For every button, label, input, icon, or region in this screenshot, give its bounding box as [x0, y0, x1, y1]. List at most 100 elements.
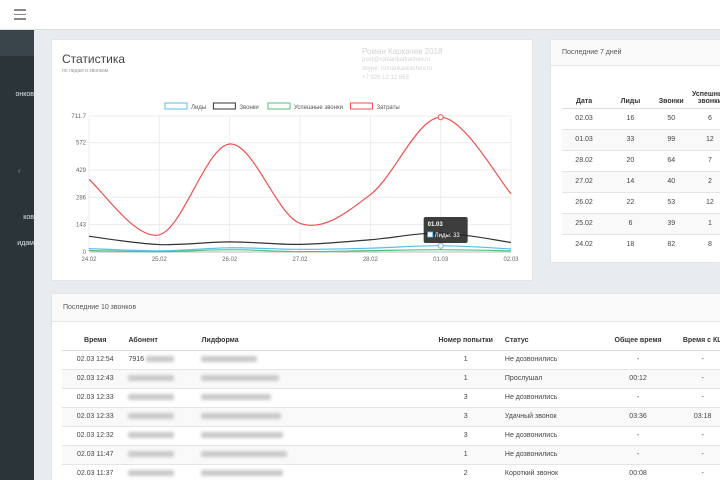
table-row: 02.03 11:37 2 Короткий звонок 00:08- [62, 463, 720, 480]
call-subscriber: 7916 [128, 349, 202, 369]
data-point [510, 241, 512, 243]
y-tick-label: 711.7 [71, 114, 86, 120]
call-attempt: 1 [426, 444, 505, 464]
call-time: 02.03 11:47 [62, 444, 129, 464]
page-title: Статистика [62, 52, 126, 66]
table-cell: 22 [606, 191, 655, 213]
table-row: 01.03 33 99 12 [562, 128, 720, 150]
call-time: 02.03 12:32 [62, 425, 129, 445]
week-table-header: ДатаЛидыЗвонкиУспешные звонки [562, 78, 720, 109]
table-cell: 27.02 [562, 170, 607, 192]
tooltip-swatch [427, 231, 434, 238]
legend-label-2[interactable]: Успешные звонки [294, 105, 343, 111]
call-attempt: 3 [426, 387, 505, 407]
table-row: 02.03 12:43 1 Прослушал 00:12- [62, 368, 720, 388]
table-cell: 16 [606, 107, 655, 129]
call-subscriber [128, 406, 202, 426]
highlight-point [437, 242, 444, 249]
legend-swatch-0 [164, 102, 188, 110]
table-cell: 8 [687, 233, 720, 255]
data-point [228, 143, 230, 145]
call-attempt: 3 [426, 425, 505, 445]
call-total-time: - [602, 425, 674, 445]
sidebar-item-3[interactable]: идам [17, 240, 34, 247]
y-tick-label: 429 [76, 168, 87, 174]
call-total-time: 00:12 [602, 368, 674, 388]
table-cell: 2 [687, 170, 720, 192]
call-attempt: 1 [426, 349, 505, 369]
table-cell: 02.03 [562, 107, 607, 129]
table-row: 02.03 12:33 3 Не дозвонились - - [62, 387, 720, 407]
call-attempt: 2 [426, 463, 505, 480]
call-subscriber [128, 463, 202, 480]
call-status: Удачный звонок [504, 406, 603, 426]
call-leadform [201, 368, 427, 388]
week-column-header: Звонки [654, 78, 688, 109]
table-cell: 24.02 [562, 233, 607, 255]
calls-table: Время Абонент Лидформа Номер попытки Статус О… [62, 332, 720, 480]
table-row: 28.02 20 64 7 [562, 149, 720, 171]
watermark: Роман Каркачев 2018 post@romankarkachev.… [362, 47, 442, 83]
call-subscriber [128, 425, 202, 445]
sidebar-active-item[interactable] [0, 30, 34, 56]
call-time: 02.03 12:33 [62, 387, 129, 407]
series-line-2[interactable] [88, 249, 512, 253]
table-cell: 7 [687, 149, 720, 171]
stats-subtitle: по лидам и звонкам [62, 68, 109, 74]
sidebar: онков ‹ ков идам [0, 30, 34, 480]
calls-column-header: Статус [504, 332, 603, 351]
call-total-time: 03:36 [602, 406, 674, 426]
call-cc-time: - [673, 444, 720, 464]
last-7-days-panel: Последние 7 дней ДатаЛидыЗвонкиУспешные … [551, 40, 720, 262]
table-cell: 25.02 [562, 212, 607, 234]
data-point [88, 178, 90, 180]
table-cell: 12 [687, 191, 720, 213]
data-point [158, 234, 160, 236]
table-cell: 6 [687, 107, 720, 129]
x-tick-label: 28.02 [363, 257, 379, 263]
statistics-panel: Статистика по лидам и звонкам Роман Карк… [52, 40, 532, 280]
call-total-time: 00:08 [602, 463, 674, 480]
table-row: 02.03 12:33 3 Удачный звонок 03:36 03:18 [62, 406, 720, 426]
week-column-header: Успешные звонки [687, 78, 720, 109]
table-cell: 1 [687, 212, 720, 234]
stats-line-chart[interactable]: 0 143 286 429 572 711.7 24.02 25.02 26.02 27.02 28… [52, 40, 532, 280]
call-time: 02.03 12:54 [62, 349, 129, 369]
week-panel-header: Последние 7 дней [551, 40, 720, 66]
data-point [510, 193, 512, 195]
call-leadform [201, 349, 427, 369]
legend-label-3[interactable]: Затраты [377, 105, 400, 111]
table-row: 02.03 12:54 7916 1 Не дозвонились - - [62, 349, 720, 369]
legend-label-1[interactable]: Звонки [239, 105, 258, 111]
table-cell: 26.02 [562, 191, 607, 213]
call-cc-time: - [673, 463, 720, 480]
data-point [88, 235, 90, 237]
table-cell: 6 [606, 212, 655, 234]
table-cell: 39 [654, 212, 688, 234]
data-point [369, 249, 371, 251]
data-point [369, 193, 371, 195]
call-attempt: 1 [426, 368, 505, 388]
call-leadform [201, 406, 427, 426]
sidebar-item-calls[interactable]: онков [15, 91, 34, 98]
call-status: Не дозвонились [504, 444, 603, 464]
legend-label-0[interactable]: Лиды [191, 105, 206, 111]
data-point [299, 250, 301, 252]
sidebar-item-2[interactable]: ков [23, 214, 34, 221]
data-point [369, 239, 371, 241]
call-total-time: - [602, 349, 674, 369]
table-cell: 12 [687, 128, 720, 150]
menu-toggle-icon[interactable] [14, 9, 26, 20]
call-cc-time: - [673, 425, 720, 445]
chevron-left-icon[interactable]: ‹ [18, 168, 21, 175]
calls-column-header: Номер попытки [426, 332, 505, 351]
week-column-header: Дата [562, 78, 607, 109]
calls-column-header: Время [62, 332, 129, 351]
table-cell: 14 [606, 170, 655, 192]
table-row: 26.02 22 53 12 [562, 191, 720, 213]
call-total-time: - [602, 387, 674, 407]
x-tick-label: 24.02 [81, 257, 97, 263]
week-column-header: Лиды [606, 78, 655, 109]
table-cell: 40 [654, 170, 688, 192]
data-point [299, 243, 301, 245]
